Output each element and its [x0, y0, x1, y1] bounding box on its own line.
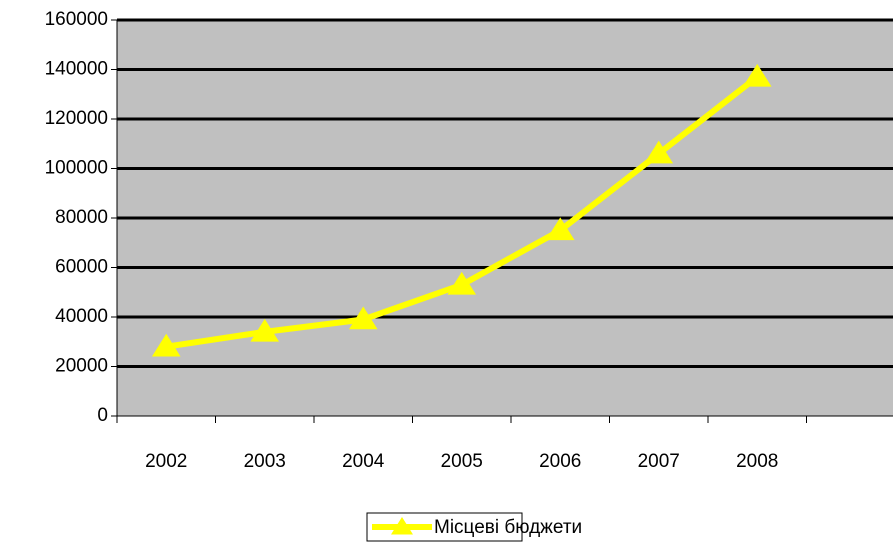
y-tick-label: 140000 [45, 59, 108, 80]
legend-marker [391, 517, 413, 535]
y-tick-label: 60000 [55, 257, 108, 278]
point-marker [151, 333, 181, 357]
x-tick-label: 2007 [638, 451, 680, 472]
y-tick-label: 20000 [55, 356, 108, 377]
y-tick-label: 120000 [45, 108, 108, 129]
x-tick-label: 2005 [441, 451, 483, 472]
x-tick-label: 2004 [342, 451, 385, 472]
point-marker [447, 271, 477, 295]
x-tick-label: 2003 [244, 451, 286, 472]
y-tick-label: 80000 [55, 207, 108, 228]
x-tick-label: 2006 [539, 451, 581, 472]
y-tick-label: 160000 [45, 9, 108, 30]
point-marker [250, 318, 280, 342]
y-tick-label: 40000 [55, 306, 108, 327]
legend-label: Місцеві бюджети [434, 517, 582, 538]
y-tick-label: 0 [97, 405, 108, 426]
point-marker [348, 306, 378, 330]
x-tick-label: 2008 [736, 451, 778, 472]
point-marker [742, 63, 772, 87]
x-tick-label: 2002 [145, 451, 187, 472]
point-marker [545, 217, 575, 241]
y-tick-label: 100000 [45, 158, 108, 179]
point-marker [644, 140, 674, 164]
